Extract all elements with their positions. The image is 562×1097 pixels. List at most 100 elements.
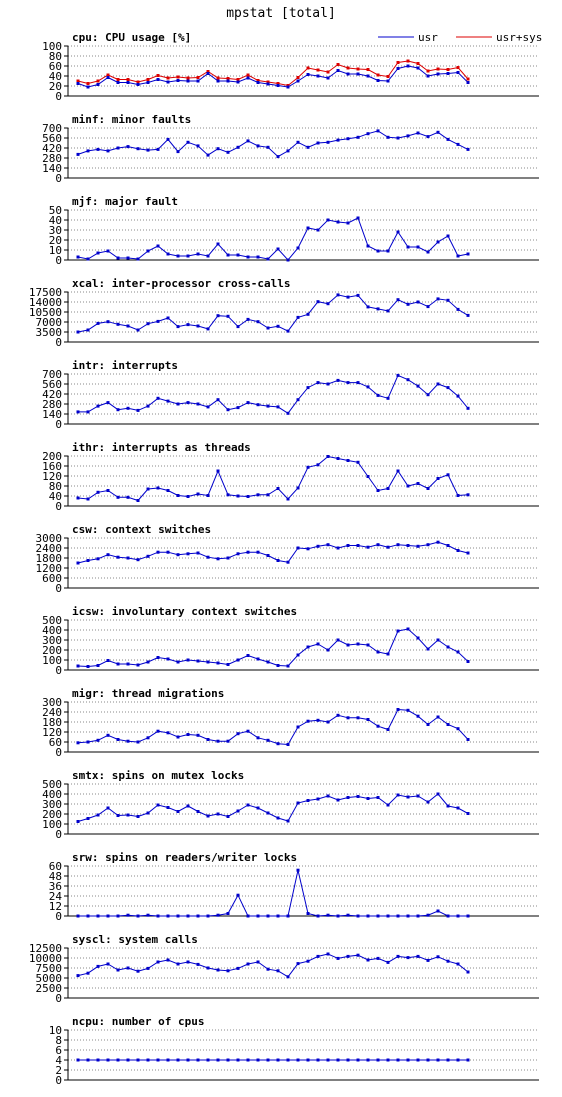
data-point	[156, 729, 160, 733]
data-point	[356, 642, 360, 646]
data-point	[146, 148, 150, 152]
data-point	[456, 914, 460, 918]
data-point	[356, 716, 360, 720]
data-point	[176, 75, 180, 79]
data-point	[286, 664, 290, 668]
y-tick-label: 560	[42, 378, 62, 391]
data-point	[286, 329, 290, 333]
data-point	[136, 328, 140, 332]
data-point	[446, 804, 450, 808]
data-point	[256, 403, 260, 407]
data-point	[366, 643, 370, 647]
y-tick-label: 60	[49, 736, 62, 749]
data-point	[146, 81, 150, 84]
data-point	[326, 720, 330, 724]
y-tick-label: 200	[42, 644, 62, 657]
data-point	[426, 913, 430, 917]
data-point	[176, 962, 180, 966]
data-point	[76, 664, 80, 668]
data-point	[126, 662, 130, 666]
data-point	[266, 80, 270, 84]
data-point	[116, 256, 120, 260]
data-point	[316, 381, 320, 385]
data-point	[406, 59, 410, 63]
data-point	[336, 914, 340, 918]
data-point	[116, 662, 120, 666]
data-point	[196, 252, 200, 256]
data-point	[396, 629, 400, 633]
data-point	[226, 150, 230, 154]
data-point	[386, 1058, 390, 1062]
data-point	[406, 627, 410, 631]
data-point	[466, 252, 470, 256]
y-tick-label: 7000	[36, 316, 63, 329]
y-tick-label: 560	[42, 132, 62, 145]
data-point	[386, 396, 390, 400]
data-point	[356, 460, 360, 464]
data-point	[336, 798, 340, 802]
data-point	[186, 495, 190, 498]
data-point	[186, 79, 190, 83]
data-point	[446, 298, 450, 302]
data-point	[206, 1058, 210, 1062]
data-point	[336, 956, 340, 960]
data-point	[346, 954, 350, 958]
data-point	[466, 914, 470, 918]
data-point	[106, 914, 110, 918]
data-point	[466, 970, 470, 974]
chart-title: mjf: major fault	[72, 195, 178, 208]
data-point	[106, 149, 110, 153]
data-point	[456, 549, 460, 552]
data-point	[306, 312, 310, 316]
data-point	[156, 147, 160, 151]
data-point	[106, 320, 110, 324]
data-point	[256, 144, 260, 148]
data-point	[226, 815, 230, 818]
y-tick-label: 0	[55, 828, 62, 841]
data-point	[466, 812, 470, 815]
data-point	[256, 79, 260, 82]
data-point	[126, 406, 130, 410]
data-point	[146, 554, 150, 558]
data-point	[246, 914, 250, 918]
data-point	[116, 968, 120, 972]
y-tick-label: 0	[55, 992, 62, 1005]
data-point	[336, 546, 340, 550]
data-point	[426, 647, 430, 651]
y-tick-label: 100	[42, 40, 62, 53]
data-point	[276, 742, 280, 746]
data-point	[76, 1058, 80, 1062]
data-point	[466, 81, 470, 84]
data-point	[426, 393, 430, 397]
data-point	[436, 955, 440, 959]
data-point	[296, 546, 300, 550]
y-tick-label: 36	[49, 880, 62, 893]
data-point	[436, 297, 440, 301]
data-point	[366, 718, 370, 721]
data-point	[326, 382, 330, 386]
data-point	[96, 664, 100, 667]
data-point	[416, 1058, 420, 1062]
y-tick-label: 0	[55, 910, 62, 923]
data-point	[216, 76, 220, 80]
data-point	[466, 406, 470, 410]
data-point	[86, 1058, 90, 1062]
data-point	[426, 74, 430, 78]
data-point	[286, 975, 290, 979]
data-point	[76, 255, 80, 259]
data-point	[336, 138, 340, 142]
series-line	[77, 60, 469, 87]
data-point	[186, 960, 190, 964]
data-point	[296, 140, 300, 144]
data-point	[386, 135, 390, 139]
data-point	[276, 84, 280, 87]
data-point	[216, 661, 220, 665]
data-point	[406, 956, 410, 960]
data-point	[146, 487, 150, 491]
data-point	[216, 557, 220, 561]
data-point	[296, 1058, 300, 1062]
data-point	[466, 493, 470, 497]
data-point	[256, 550, 260, 554]
data-point	[356, 914, 360, 918]
